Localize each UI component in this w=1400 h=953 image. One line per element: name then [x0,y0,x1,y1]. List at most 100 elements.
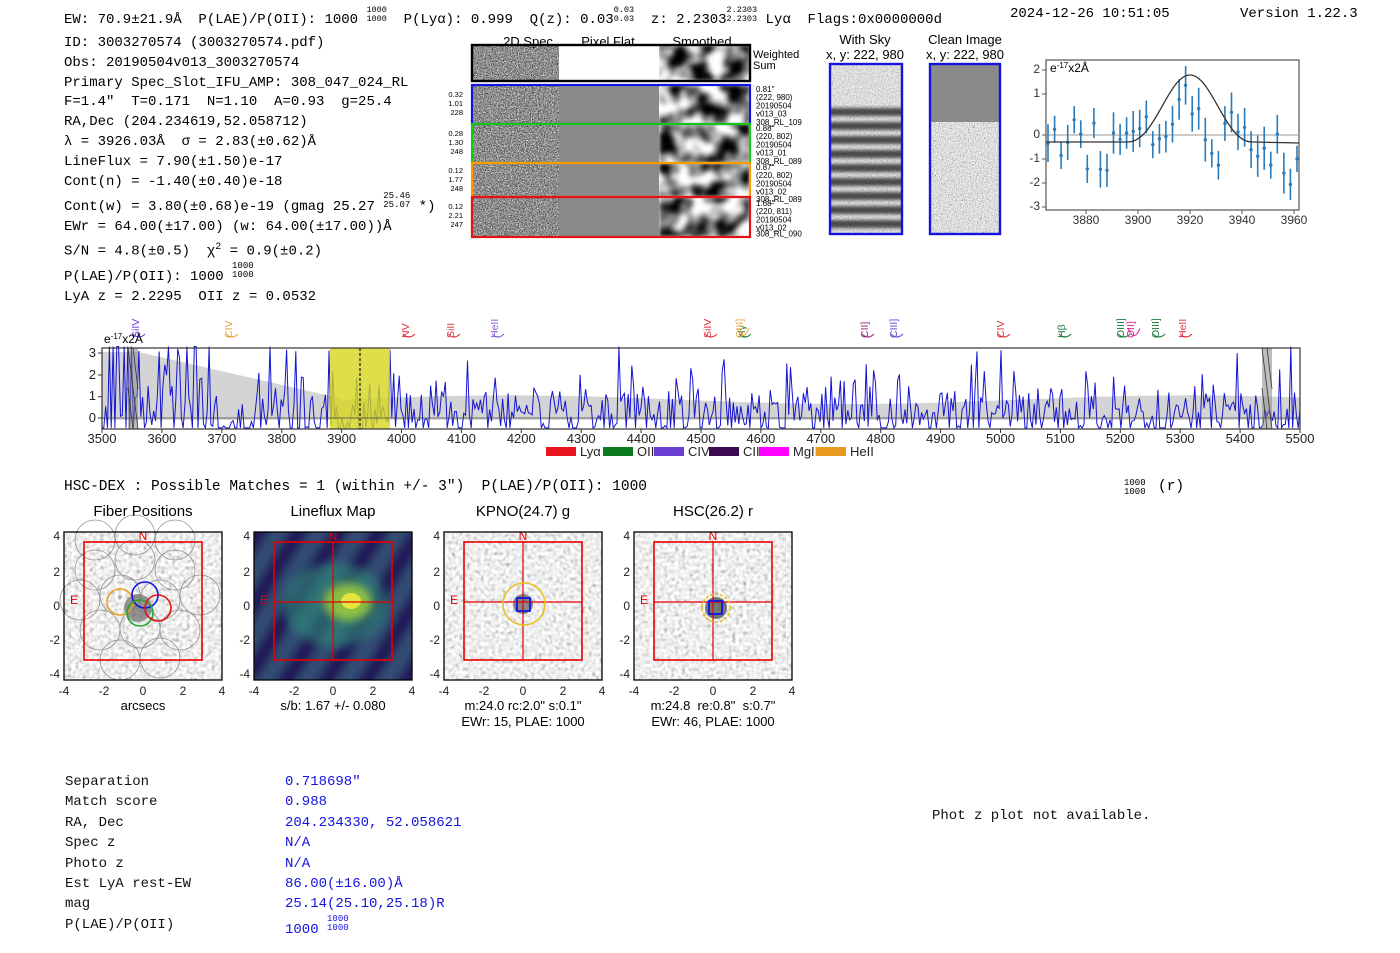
svg-text:x, y: 222, 980: x, y: 222, 980 [826,47,904,62]
svg-text:0: 0 [89,410,96,425]
svg-text:0.12: 0.12 [448,166,463,175]
svg-text:Fiber Positions: Fiber Positions [93,503,192,520]
svg-text:2: 2 [1033,62,1040,76]
svg-text:2: 2 [623,565,630,579]
svg-text:HeII: HeII [1177,319,1189,338]
svg-text:2: 2 [180,684,187,698]
svg-text:-2: -2 [49,633,60,647]
svg-text:0.32: 0.32 [448,90,463,99]
svg-text:HeII: HeII [850,444,874,459]
svg-text:0: 0 [53,599,60,613]
svg-text:248: 248 [450,147,463,156]
svg-text:4500: 4500 [687,431,716,446]
svg-text:0: 0 [710,684,717,698]
svg-text:2: 2 [750,684,757,698]
svg-text:With Sky: With Sky [839,32,891,47]
svg-text:5200: 5200 [1106,431,1135,446]
svg-text:0: 0 [520,684,527,698]
svg-text:3880: 3880 [1073,213,1100,227]
svg-text:EWr: 15, PLAE: 1000: EWr: 15, PLAE: 1000 [461,714,584,729]
svg-text:e-17x2Å: e-17x2Å [1050,60,1089,75]
svg-text:N: N [519,529,528,543]
svg-text:0: 0 [433,599,440,613]
svg-text:4900: 4900 [926,431,955,446]
svg-text:3700: 3700 [207,431,236,446]
svg-text:HSC(26.2) r: HSC(26.2) r [673,503,753,520]
svg-text:-4: -4 [249,684,260,698]
svg-text:s/b: 1.67 +/- 0.080: s/b: 1.67 +/- 0.080 [280,698,385,713]
svg-text:KPNO(24.7) g: KPNO(24.7) g [476,503,570,520]
svg-text:-2: -2 [429,633,440,647]
svg-text:0.12: 0.12 [448,202,463,211]
svg-text:0: 0 [1033,127,1040,141]
svg-text:3800: 3800 [267,431,296,446]
svg-text:5300: 5300 [1166,431,1195,446]
svg-text:EWr: 46, PLAE: 1000: EWr: 46, PLAE: 1000 [651,714,774,729]
svg-text:HeII: HeII [489,319,501,338]
svg-text:4: 4 [433,529,440,543]
svg-text:-2: -2 [669,684,680,698]
svg-text:0.28: 0.28 [448,129,463,138]
svg-text:-4: -4 [439,684,450,698]
svg-text:E: E [450,593,458,607]
svg-text:CIV: CIV [223,320,235,338]
svg-text:N: N [709,529,718,543]
svg-text:arcsecs: arcsecs [121,698,166,713]
svg-text:2: 2 [560,684,567,698]
svg-text:4: 4 [599,684,606,698]
svg-text:CIV: CIV [688,444,710,459]
svg-text:-2: -2 [239,633,250,647]
svg-text:4: 4 [623,529,630,543]
svg-text:-4: -4 [619,667,630,681]
svg-text:3920: 3920 [1177,213,1204,227]
svg-text:4600: 4600 [746,431,775,446]
svg-text:5400: 5400 [1226,431,1255,446]
svg-text:CIV: CIV [995,320,1007,338]
svg-text:SiIV: SiIV [702,319,714,338]
svg-text:3500: 3500 [88,431,117,446]
svg-text:3960: 3960 [1281,213,1308,227]
svg-text:m:24.8 re:0.8" s:0.7": m:24.8 re:0.8" s:0.7" [651,698,776,713]
svg-text:4000: 4000 [387,431,416,446]
svg-text:e-17x2Å: e-17x2Å [104,331,143,346]
svg-text:-4: -4 [239,667,250,681]
svg-text:CII]: CII] [859,322,871,338]
svg-text:0: 0 [330,684,337,698]
svg-text:Lineflux Map: Lineflux Map [290,503,375,520]
svg-text:2: 2 [89,367,96,382]
svg-text:1: 1 [89,388,96,403]
svg-text:1.30: 1.30 [448,138,463,147]
svg-text:1.77: 1.77 [448,175,463,184]
svg-text:0: 0 [140,684,147,698]
svg-text:Sum: Sum [753,60,776,72]
svg-text:-4: -4 [59,684,70,698]
svg-text:0: 0 [243,599,250,613]
svg-text:CIII]: CIII] [888,319,900,338]
svg-text:3940: 3940 [1229,213,1256,227]
svg-text:2: 2 [243,565,250,579]
svg-text:1000: 1000 [1124,487,1146,497]
svg-text:4700: 4700 [806,431,835,446]
svg-text:MgII: MgII [793,444,818,459]
svg-text:4: 4 [243,529,250,543]
svg-text:1: 1 [1033,86,1040,100]
svg-text:-4: -4 [629,684,640,698]
svg-text:4: 4 [789,684,796,698]
svg-text:247: 247 [450,220,463,229]
svg-text:4: 4 [219,684,226,698]
svg-text:2: 2 [370,684,377,698]
svg-text:-2: -2 [289,684,300,698]
svg-text:3600: 3600 [147,431,176,446]
svg-text:N: N [329,529,338,543]
svg-text:4400: 4400 [627,431,656,446]
svg-text:-2: -2 [479,684,490,698]
svg-text:5500: 5500 [1286,431,1315,446]
svg-text:x, y: 222, 980: x, y: 222, 980 [926,47,1004,62]
svg-text:HSC-DEX : Possible Matches = 1: HSC-DEX : Possible Matches = 1 (within +… [64,479,647,495]
svg-text:248: 248 [450,184,463,193]
svg-text:4200: 4200 [507,431,536,446]
svg-text:-4: -4 [429,667,440,681]
svg-text:0: 0 [623,599,630,613]
svg-text:228: 228 [450,108,463,117]
svg-text:-2: -2 [1029,175,1040,189]
